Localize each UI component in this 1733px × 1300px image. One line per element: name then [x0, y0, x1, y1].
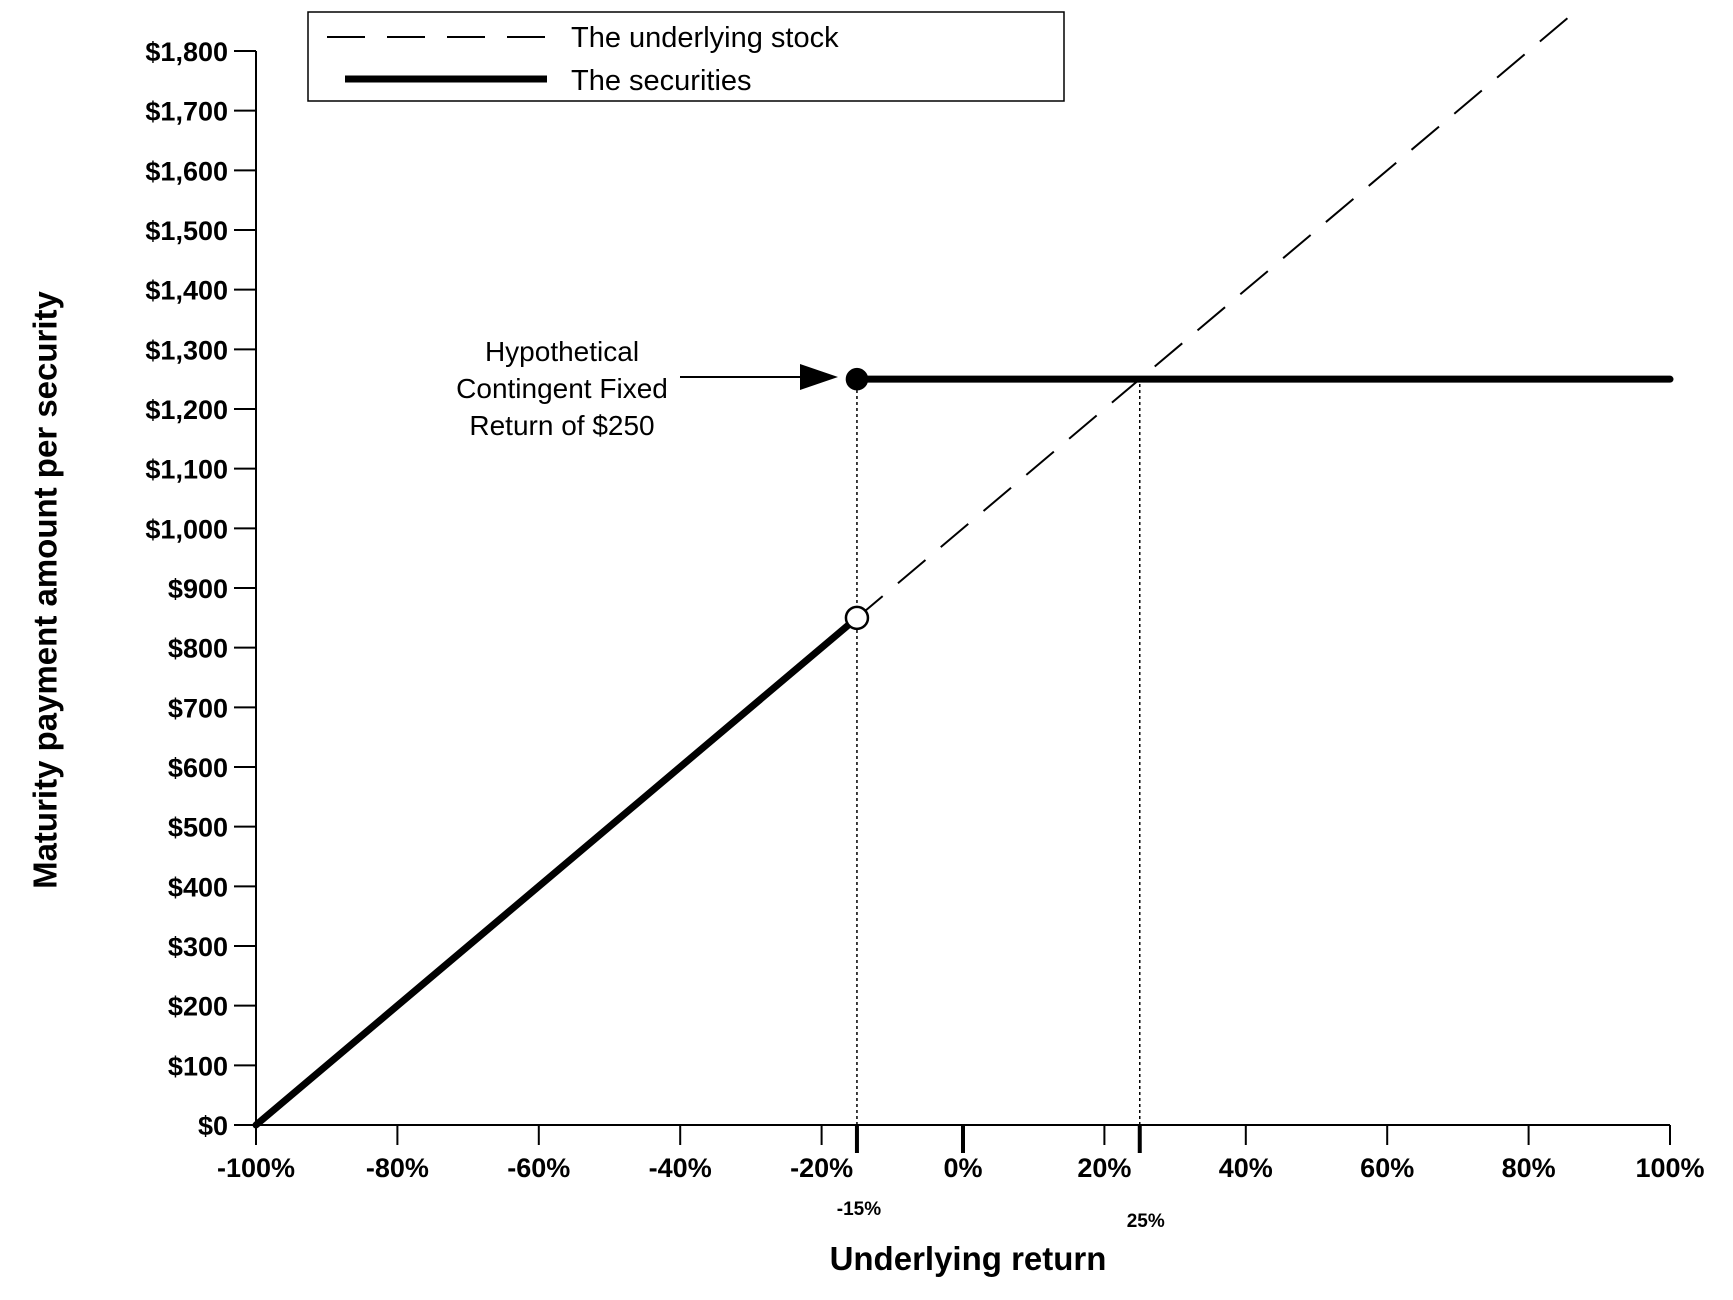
y-tick-label: $300 — [168, 932, 228, 962]
annotation: Hypothetical Contingent Fixed Return of … — [456, 336, 838, 441]
annotation-line-1: Hypothetical — [485, 336, 639, 367]
y-tick-label: $1,000 — [145, 514, 228, 544]
series-securities-segment — [252, 614, 861, 1129]
svg-text:Maturity payment amount per se: Maturity payment amount per security — [27, 290, 64, 888]
x-tick-label: 40% — [1219, 1153, 1273, 1183]
y-tick-label: $800 — [168, 634, 228, 664]
x-tick-label: -100% — [217, 1153, 295, 1183]
x-minor-tick-label: 25% — [1127, 1211, 1165, 1232]
x-tick-label: -20% — [790, 1153, 853, 1183]
marker-filled — [845, 367, 869, 391]
annotation-line-2: Contingent Fixed — [456, 373, 668, 404]
y-tick-label: $1,400 — [145, 276, 228, 306]
x-tick-label: -40% — [649, 1153, 712, 1183]
legend: The underlying stock The securities — [307, 11, 1065, 102]
x-axis-title: Underlying return — [830, 1240, 1107, 1277]
x-tick-label: 80% — [1502, 1153, 1556, 1183]
legend-label-underlying: The underlying stock — [571, 22, 839, 54]
y-tick-label: $1,100 — [145, 455, 228, 485]
legend-box — [307, 11, 1065, 102]
y-tick-label: $1,200 — [145, 395, 228, 425]
y-tick-label: $0 — [198, 1111, 228, 1141]
y-tick-label: $500 — [168, 813, 228, 843]
x-tick-label: 100% — [1635, 1153, 1704, 1183]
y-tick-label: $1,300 — [145, 335, 228, 365]
series-layer — [252, 14, 1674, 1129]
y-tick-label: $1,700 — [145, 97, 228, 127]
x-tick-label: 0% — [943, 1153, 982, 1183]
x-minor-tick-label: -15% — [837, 1199, 881, 1220]
x-tick-label: -60% — [507, 1153, 570, 1183]
y-tick-label: $200 — [168, 992, 228, 1022]
legend-label-securities: The securities — [571, 65, 752, 97]
marker-open — [844, 605, 870, 631]
x-tick-label: 60% — [1360, 1153, 1414, 1183]
y-tick-label: $600 — [168, 753, 228, 783]
annotation-line-3: Return of $250 — [469, 410, 654, 441]
x-tick-label: 20% — [1077, 1153, 1131, 1183]
y-tick-label: $1,500 — [145, 216, 228, 246]
y-tick-label: $100 — [168, 1051, 228, 1081]
axes: $0 $100 $200 $300 $400 $500 $600 $700 $800 $900 $1… — [145, 37, 1704, 1232]
x-tick-label: -80% — [366, 1153, 429, 1183]
y-tick-label: $400 — [168, 872, 228, 902]
y-tick-label: $700 — [168, 693, 228, 723]
markers — [844, 367, 870, 631]
y-tick-label: $1,800 — [145, 37, 228, 67]
annotation-arrow-head — [800, 364, 838, 390]
reference-lines — [856, 379, 1141, 1125]
y-axis-title: Maturity payment amount per security — [27, 290, 64, 888]
y-tick-label: $1,600 — [145, 156, 228, 186]
y-tick-label: $900 — [168, 574, 228, 604]
